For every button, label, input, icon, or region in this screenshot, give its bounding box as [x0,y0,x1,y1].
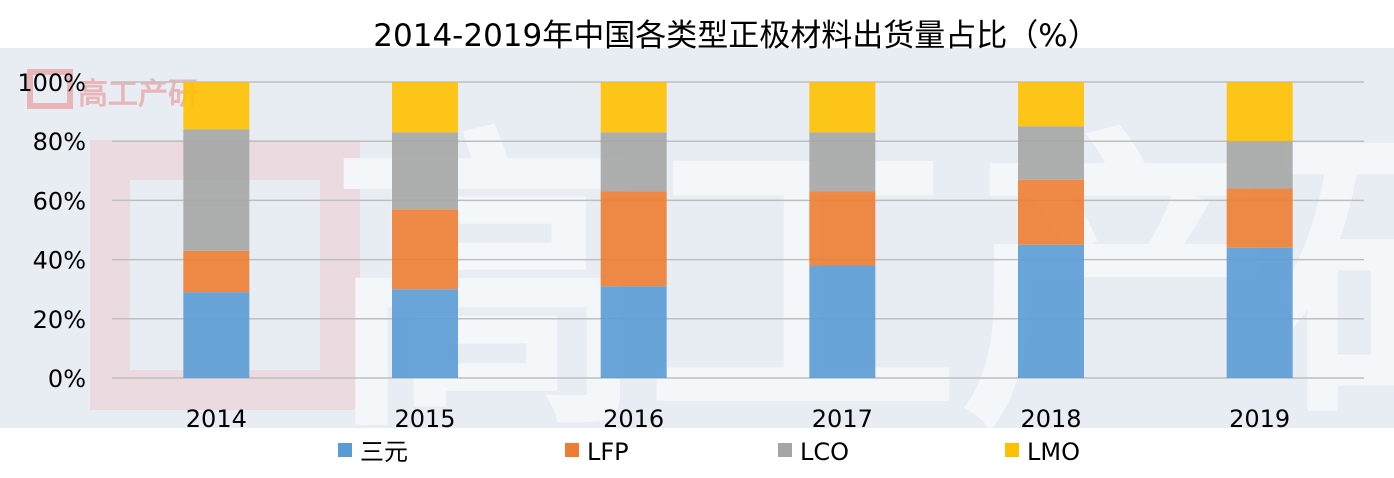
y-tick-label: 40% [33,247,86,275]
x-tick-label: 2018 [1020,405,1081,433]
legend-label: 三元 [360,438,408,466]
bar-segment [600,82,667,133]
legend-swatch [338,443,352,457]
bar-segment [1226,82,1293,142]
legend-label: LMO [1027,438,1080,466]
bar-segment [1018,179,1084,245]
bar-segment [600,132,667,192]
x-tick-label: 2015 [394,405,455,433]
gridlines [112,81,1364,379]
legend-swatch [778,443,792,457]
legend: 三元 LFP LCO LMO [338,438,1080,466]
bar-segment [1226,247,1293,378]
legend-label: LCO [800,438,849,466]
bar-segment [183,292,250,378]
bar-segment [392,82,458,133]
bar-segment [809,132,876,192]
y-tick-label: 100% [17,69,86,97]
bar-segment [600,191,667,287]
x-tick-label: 2019 [1229,405,1290,433]
bar-segment [1018,244,1084,378]
y-tick-label: 0% [48,365,86,393]
legend-swatch [1005,443,1019,457]
y-axis-ticks: 0% 20% 40% 60% 80% 100% [17,69,86,393]
x-axis-ticks: 2014 2015 2016 2017 2018 2019 [186,405,1290,433]
x-tick-label: 2014 [186,405,247,433]
x-tick-label: 2016 [603,405,664,433]
bar-segment [392,209,458,290]
y-tick-label: 20% [33,306,86,334]
bar-segment [600,286,667,378]
chart-title: 2014-2019年中国各类型正极材料出货量占比（%） [373,18,1098,54]
bar-segment [1018,82,1084,127]
bar-segment [1226,141,1293,189]
bars [183,82,1293,378]
legend-label: LFP [587,438,629,466]
bar-segment [1226,188,1293,248]
watermark-logo-box [27,69,73,109]
bar-segment [809,265,876,378]
bar-segment [183,250,250,293]
watermark-text-small: 高工产研 [78,77,198,112]
bar-segment [183,82,250,130]
bar-segment [1018,126,1084,180]
y-tick-label: 60% [33,187,86,215]
legend-swatch [565,443,579,457]
bar-segment [183,129,250,251]
y-tick-label: 80% [33,128,86,156]
bar-segment [809,191,876,266]
bar-segment [392,132,458,210]
bar-segment [392,289,458,378]
bar-segment [809,82,876,133]
x-tick-label: 2017 [812,405,873,433]
